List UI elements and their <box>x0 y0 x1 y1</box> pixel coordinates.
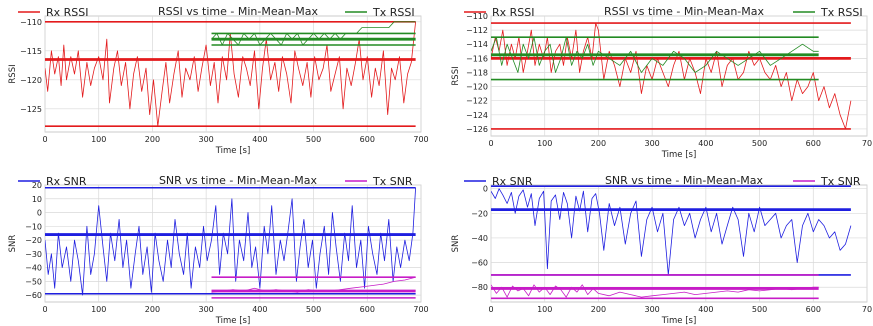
y-tick-label: −110 <box>466 12 488 21</box>
chart-2: 0 100 200 300 400 500 600 70 −110 −112 −114 −116 −11… <box>451 5 872 160</box>
series-layer <box>45 186 416 299</box>
x-tick-label: 700 <box>413 305 428 314</box>
legend-label: Tx SNR <box>820 175 861 188</box>
x-tick-label: 500 <box>306 305 321 314</box>
y-tick-label: −20 <box>471 209 488 218</box>
x-tick-label: 200 <box>145 305 160 314</box>
y-tick-label: −20 <box>25 236 42 245</box>
chart-1: 0 100 200 300 400 500 600 700 −110 −115 −120 −125 Ti… <box>8 5 429 156</box>
y-axis-label: RSSI <box>8 64 18 83</box>
x-tick-label: 200 <box>145 135 160 144</box>
x-axis-label: Time [s] <box>661 316 697 326</box>
legend-label: Rx SNR <box>46 175 87 188</box>
y-tick-label: 0 <box>37 209 42 218</box>
tx-snr-line <box>491 284 819 298</box>
x-tick-label: 500 <box>752 139 767 148</box>
x-tick-label: 600 <box>360 305 375 314</box>
x-axis-label: Time [s] <box>661 150 697 160</box>
y-tick-label: −50 <box>25 277 42 286</box>
x-tick-label: 400 <box>252 135 267 144</box>
y-tick-label: −114 <box>466 40 488 49</box>
y-tick-label: −110 <box>20 18 42 27</box>
y-tick-label: −125 <box>20 105 42 114</box>
plot-area <box>490 184 868 303</box>
legend-label: Rx RSSI <box>492 6 535 19</box>
y-tick-label: −124 <box>466 111 488 120</box>
y-tick-label: −115 <box>20 47 42 56</box>
chart-3: 0 100 200 300 400 500 600 70020100−10−20−30−40−… <box>8 174 429 326</box>
x-tick-label: 500 <box>306 135 321 144</box>
x-tick-label: 100 <box>537 305 552 314</box>
x-tick-label: 400 <box>252 305 267 314</box>
chart-title: SNR vs time - Min-Mean-Max <box>605 174 764 187</box>
series-layer <box>491 185 852 300</box>
x-tick-label: 100 <box>91 135 106 144</box>
y-tick-label: −118 <box>466 68 488 77</box>
legend-label: Tx RSSI <box>372 6 415 19</box>
y-axis-label: RSSI <box>451 66 461 85</box>
x-tick-label: 200 <box>591 305 606 314</box>
x-tick-label: 300 <box>645 139 660 148</box>
x-tick-label: 100 <box>537 139 552 148</box>
y-tick-label: −30 <box>25 250 42 259</box>
x-tick-label: 500 <box>752 305 767 314</box>
x-tick-label: 70 <box>862 305 872 314</box>
plot-area <box>44 184 422 303</box>
y-tick-label: 20 <box>32 181 42 190</box>
y-axis-label: SNR <box>8 235 18 253</box>
x-tick-label: 400 <box>698 139 713 148</box>
x-tick-label: 300 <box>199 305 214 314</box>
x-tick-label: 100 <box>91 305 106 314</box>
x-tick-label: 0 <box>488 139 493 148</box>
series-layer <box>491 22 852 130</box>
tx-rssi-line <box>491 36 819 73</box>
legend-label: Tx SNR <box>372 175 413 188</box>
chart-title: SNR vs time - Min-Mean-Max <box>159 174 318 187</box>
y-tick-label: 0 <box>483 185 488 194</box>
plot-area <box>44 15 422 133</box>
y-tick-label: −116 <box>466 54 488 63</box>
x-tick-label: 400 <box>698 305 713 314</box>
x-tick-label: 600 <box>360 135 375 144</box>
legend-label: Rx RSSI <box>46 6 89 19</box>
x-tick-label: 0 <box>42 305 47 314</box>
y-tick-label: −120 <box>466 83 488 92</box>
x-tick-label: 700 <box>413 135 428 144</box>
x-axis-label: Time [s] <box>215 316 251 326</box>
y-tick-label: −60 <box>25 291 42 300</box>
tx-snr-line <box>211 276 416 293</box>
y-tick-label: −60 <box>471 259 488 268</box>
y-tick-label: 10 <box>32 195 42 204</box>
tx-rssi-line <box>211 21 416 46</box>
chart-title: RSSI vs time - Min-Mean-Max <box>158 5 319 18</box>
x-tick-label: 600 <box>806 139 821 148</box>
y-tick-label: −126 <box>466 125 488 134</box>
plot-area <box>490 15 868 137</box>
y-tick-label: −40 <box>471 234 488 243</box>
rx-snr-line <box>45 187 416 296</box>
x-tick-label: 0 <box>488 305 493 314</box>
x-tick-label: 300 <box>645 305 660 314</box>
y-tick-label: −80 <box>471 283 488 292</box>
x-tick-label: 70 <box>862 139 872 148</box>
rx-snr-line <box>491 188 852 276</box>
y-tick-label: −122 <box>466 97 488 106</box>
y-tick-label: −40 <box>25 264 42 273</box>
series-layer <box>45 20 416 127</box>
y-axis-label: SNR <box>451 235 461 253</box>
chart-title: RSSI vs time - Min-Mean-Max <box>604 5 765 18</box>
x-tick-label: 600 <box>806 305 821 314</box>
x-tick-label: 200 <box>591 139 606 148</box>
y-tick-label: −120 <box>20 76 42 85</box>
x-tick-label: 0 <box>42 135 47 144</box>
y-tick-label: −112 <box>466 26 488 35</box>
x-tick-label: 300 <box>199 135 214 144</box>
legend-label: Rx SNR <box>492 175 533 188</box>
legend-label: Tx RSSI <box>820 6 863 19</box>
x-axis-label: Time [s] <box>215 146 251 156</box>
y-tick-label: −10 <box>25 222 42 231</box>
rx-rssi-line <box>45 21 416 127</box>
